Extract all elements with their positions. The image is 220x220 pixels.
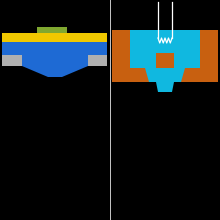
Bar [37, 27, 67, 33]
Polygon shape [2, 42, 107, 77]
Bar [112, 30, 130, 68]
Bar [200, 30, 218, 68]
Polygon shape [117, 30, 213, 68]
Polygon shape [145, 68, 185, 82]
Bar [156, 53, 174, 68]
Polygon shape [156, 82, 174, 92]
Bar [112, 30, 218, 82]
Bar [2, 33, 107, 42]
Polygon shape [48, 66, 62, 77]
Bar [2, 42, 107, 66]
